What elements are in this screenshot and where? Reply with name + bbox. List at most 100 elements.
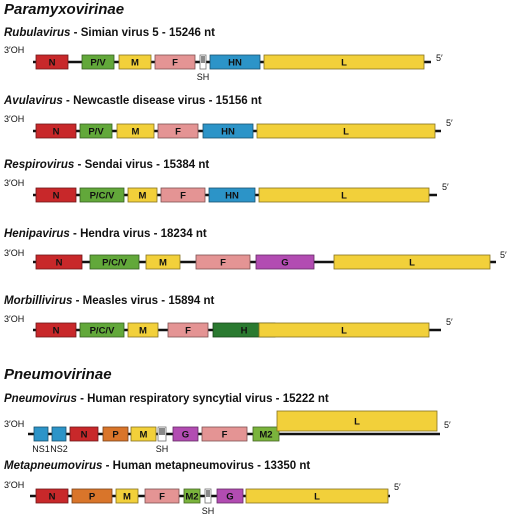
genus-name: Henipavirus <box>4 228 70 240</box>
genus-name: Pneumovirus <box>4 393 77 405</box>
genome-length: 15222 nt <box>282 393 329 405</box>
gene-box-n <box>35 123 77 139</box>
gene-box-p-c-v <box>89 254 140 270</box>
end-label-3oh: 3′OH <box>4 45 25 55</box>
gene-label-f: F <box>175 127 181 138</box>
gene-box-n <box>69 426 99 442</box>
genome-title-pneumovirus: Pneumovirus - Human respiratory syncytia… <box>4 393 329 405</box>
gene-label-l: L <box>341 191 347 202</box>
genome-length: 15384 nt <box>163 159 210 171</box>
gene-box-n <box>35 187 77 203</box>
end-label-5prime: 5′ <box>446 317 453 327</box>
gene-box-g <box>216 488 244 504</box>
title-separator: - <box>73 228 77 240</box>
gene-box-m2 <box>252 426 280 442</box>
end-label-3oh: 3′OH <box>4 314 25 324</box>
gene-label-l: L <box>341 326 347 337</box>
gene-label-sh: SH <box>156 444 169 454</box>
gene-label-n: N <box>53 191 60 202</box>
gene-box-ns2 <box>51 426 67 442</box>
title-separator: - <box>73 27 78 39</box>
gene-label-m: M <box>139 326 147 337</box>
gene-box-f <box>201 426 248 442</box>
gene-box-l <box>258 322 430 338</box>
virus-name: Simian virus 5 <box>80 27 159 39</box>
virus-name: Human respiratory syncytial virus <box>87 393 273 405</box>
gene-label-sh: SH <box>197 72 210 82</box>
gene-label-p-c-v: P/C/V <box>90 326 115 337</box>
gene-box-m <box>130 426 157 442</box>
end-label-3oh: 3′OH <box>4 480 25 490</box>
gene-label-p-v: P/V <box>88 127 104 138</box>
genome-title-metapneumovirus: Metapneumovirus - Human metapneumovirus … <box>4 460 310 472</box>
gene-label-l: L <box>314 492 320 503</box>
end-label-5prime: 5′ <box>394 482 401 492</box>
title-separator: - <box>153 228 158 240</box>
gene-label-sh: SH <box>202 506 215 516</box>
virus-name: Measles virus <box>82 295 159 307</box>
genome-length: 15246 nt <box>168 27 215 39</box>
end-label-5prime: 5′ <box>442 182 449 192</box>
title-separator: - <box>208 95 213 107</box>
gene-label-n: N <box>53 127 60 138</box>
genus-name: Rubulavirus <box>4 27 71 39</box>
gene-box-shading-sh <box>201 56 205 63</box>
gene-box-l <box>245 488 389 504</box>
title-separator: - <box>156 159 160 171</box>
gene-label-l: L <box>409 258 415 269</box>
gene-box-m <box>116 123 155 139</box>
genome-title-rubulavirus: Rubulavirus - Simian virus 5 - 15246 nt <box>4 27 215 39</box>
gene-label-n: N <box>49 58 56 69</box>
gene-label-n: N <box>49 492 56 503</box>
genome-length: 15156 nt <box>215 95 262 107</box>
gene-label-l: L <box>343 127 349 138</box>
title-separator: - <box>105 460 110 472</box>
gene-box-n <box>35 54 69 70</box>
genome-length: 18234 nt <box>160 228 207 240</box>
title-separator: - <box>161 295 166 307</box>
gene-label-p-v: P/V <box>90 58 106 69</box>
title-separator: - <box>161 27 166 39</box>
gene-label-m: M <box>159 258 167 269</box>
end-label-3oh: 3′OH <box>4 419 25 429</box>
virus-name: Hendra virus <box>80 228 151 240</box>
gene-label-hn: HN <box>225 191 239 202</box>
gene-box-p-v <box>79 123 113 139</box>
genus-name: Metapneumovirus <box>4 460 103 472</box>
end-label-5prime: 5′ <box>446 118 453 128</box>
gene-box-hn <box>209 54 261 70</box>
genome-title-henipavirus: Henipavirus - Hendra virus - 18234 nt <box>4 228 207 240</box>
end-label-5prime: 5′ <box>444 420 451 430</box>
gene-box-p <box>71 488 113 504</box>
gene-box-m2 <box>183 488 201 504</box>
gene-box-m <box>127 322 159 338</box>
genus-name: Morbillivirus <box>4 295 73 307</box>
gene-box-p-c-v <box>79 187 125 203</box>
gene-box-shading-sh <box>206 490 210 497</box>
gene-box-n <box>35 254 83 270</box>
gene-box-l <box>276 410 438 432</box>
gene-box-shading-sh <box>159 428 165 435</box>
gene-label-m: M <box>131 58 139 69</box>
gene-label-hn: HN <box>228 58 242 69</box>
genus-name: Respirovirus <box>4 159 75 171</box>
gene-label-m: M <box>123 492 131 503</box>
genome-title-morbillivirus: Morbillivirus - Measles virus - 15894 nt <box>4 295 214 307</box>
genome-title-avulavirus: Avulavirus - Newcastle disease virus - 1… <box>4 95 262 107</box>
gene-box-f <box>157 123 199 139</box>
gene-label-f: F <box>172 58 178 69</box>
gene-label-p: P <box>112 430 119 441</box>
title-separator: - <box>75 295 80 307</box>
gene-label-f: F <box>220 258 226 269</box>
gene-label-f: F <box>180 191 186 202</box>
gene-box-f <box>154 54 196 70</box>
subfamily-heading-paramyxovirinae: Paramyxovirinae <box>4 1 125 18</box>
gene-label-p-c-v: P/C/V <box>102 258 127 269</box>
gene-box-l <box>256 123 436 139</box>
gene-box-m <box>118 54 152 70</box>
genome-length: 13350 nt <box>264 460 311 472</box>
gene-label-g: G <box>281 258 288 269</box>
end-label-5prime: 5′ <box>500 250 507 260</box>
gene-box-g <box>255 254 315 270</box>
